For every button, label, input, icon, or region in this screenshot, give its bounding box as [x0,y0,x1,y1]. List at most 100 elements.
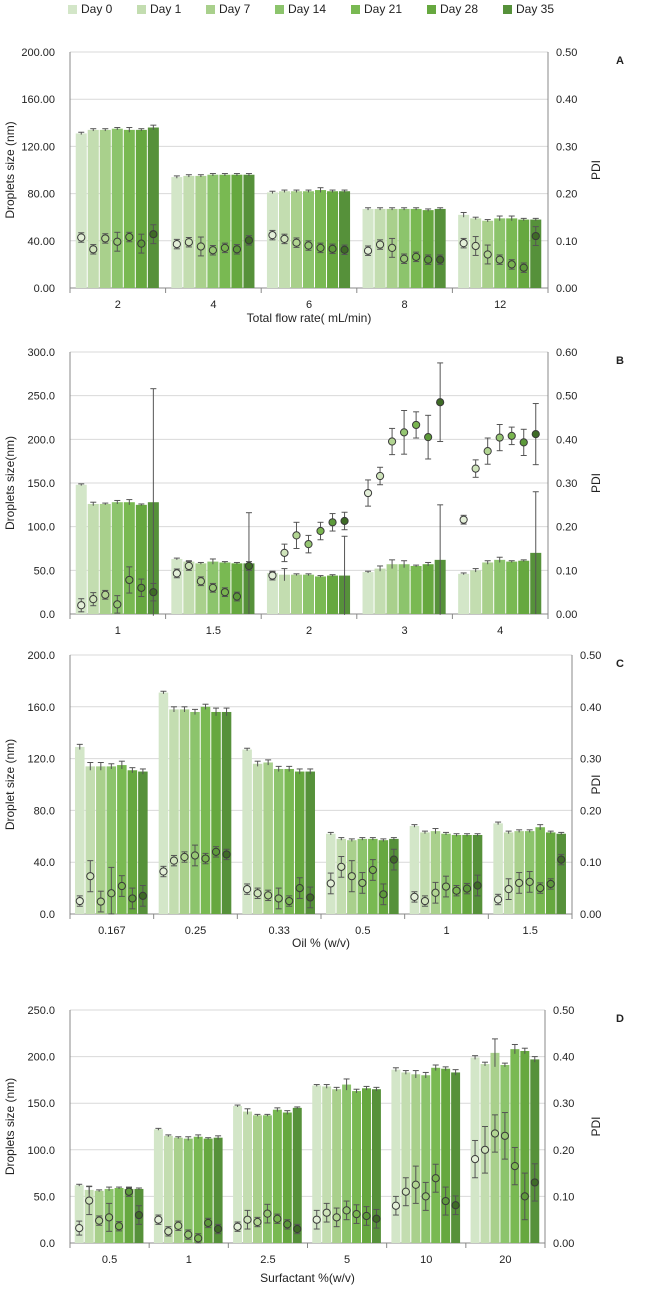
legend-label: Day 21 [364,2,403,16]
size-bar [362,572,374,614]
size-bar [262,1115,272,1243]
size-bar [99,129,111,288]
size-bar [183,1138,193,1243]
y2-tick-label: 0.10 [556,236,577,248]
pdi-point [372,1214,381,1223]
size-bar [124,1188,134,1243]
pdi-point [483,447,492,456]
pdi-point [441,1196,450,1206]
x-tick-label: 0.5 [102,1254,117,1266]
size-bar [123,502,135,614]
pdi-point [113,600,122,609]
y2-tick-label: 0.50 [556,391,577,403]
pdi-point [292,531,301,540]
size-bar [193,1136,203,1243]
pdi-point [208,246,217,255]
pdi-point [391,1201,400,1210]
size-bar [431,1067,441,1243]
pdi-point [184,561,193,571]
pdi-point [342,1206,351,1215]
size-bar [518,560,530,614]
size-bar [411,1074,421,1243]
size-bar [99,503,111,614]
size-bar [74,1185,84,1243]
size-bar [401,1072,411,1243]
y2-tick-label: 0.50 [580,650,601,662]
y2-tick-label: 0.10 [580,857,601,869]
chart-panel-a: 0.00 40.00 80.00 120.00 160.00 200.00 0.00 0.10… [3,47,624,325]
y-tick-label: 120.0 [27,754,55,766]
y-tick-label: 40.00 [27,236,55,248]
chart-panel-b: 0.0 50.0 100.0 150.0 200.0 250.0 300.0 0.00 0.10… [3,347,624,635]
y2-tick-label: 0.40 [556,94,577,106]
y-tick-label: 0.0 [40,909,55,921]
y-tick-label: 0.0 [40,1238,55,1250]
pdi-point [411,1180,420,1189]
pdi-point [280,548,289,557]
x-tick-label: 6 [306,299,312,311]
pdi-point [352,1210,361,1219]
pdi-point [208,583,217,592]
pdi-point [462,884,472,893]
size-bar [322,1086,332,1243]
pdi-point [86,872,95,881]
x-axis-title: Oil % (w/v) [292,936,350,950]
pdi-point [412,420,421,430]
size-bar [243,174,255,288]
y-tick-label: 200.0 [27,434,55,446]
size-bar [302,574,315,614]
y2-axis-title: PDI [589,774,603,794]
pdi-point [322,1208,331,1217]
pdi-point [128,894,137,903]
chart-panel-c: 0.0 40.0 80.0 120.0 160.0 200.0 0.00 0.10 0.20 0.… [3,650,624,950]
size-bar [422,564,434,614]
size-bar [284,768,294,914]
size-bar [545,832,556,914]
pdi-point [363,488,373,498]
size-bar [518,219,530,288]
pdi-point [471,464,480,473]
pdi-point [104,1213,114,1222]
size-bar [520,1051,530,1243]
y2-tick-label: 0.30 [580,754,601,766]
size-bar [506,218,518,288]
legend-label: Day 28 [440,2,479,16]
size-bar [389,838,399,914]
pdi-point [389,855,398,864]
size-bar [494,218,506,288]
pdi-point [114,1222,124,1231]
panel-label: A [616,55,624,67]
pdi-point [85,1196,94,1205]
size-bar [75,484,87,614]
y-tick-label: 250.0 [27,1005,55,1017]
pdi-point [149,230,158,239]
chart-legend: Day 0 Day 1 Day 7 Day 14 Day 21 Day 28 D… [0,0,645,18]
pdi-point [375,471,385,481]
size-bar [213,1137,223,1243]
pdi-point [362,1211,371,1221]
pdi-point [196,242,205,251]
size-bar [530,1059,540,1243]
pdi-point [525,877,534,886]
size-bar [183,175,195,288]
size-bar [183,561,195,614]
x-tick-label: 1 [115,625,121,635]
size-bar [87,503,99,614]
size-bar [211,711,221,914]
pdi-point [96,897,105,906]
size-bar [506,561,518,614]
size-bar [127,770,138,914]
pdi-point [283,1220,292,1229]
y-tick-label: 150.0 [27,478,55,490]
pdi-point [431,888,440,897]
pdi-point [244,561,254,571]
pdi-point [436,255,445,264]
panel-label: D [616,1013,624,1025]
size-bar [190,711,200,914]
pdi-point [174,1221,183,1230]
size-bar [302,191,315,288]
size-bar [410,208,422,288]
size-bar [510,1049,520,1243]
y-tick-label: 160.0 [27,702,55,714]
legend-swatch [206,5,215,14]
